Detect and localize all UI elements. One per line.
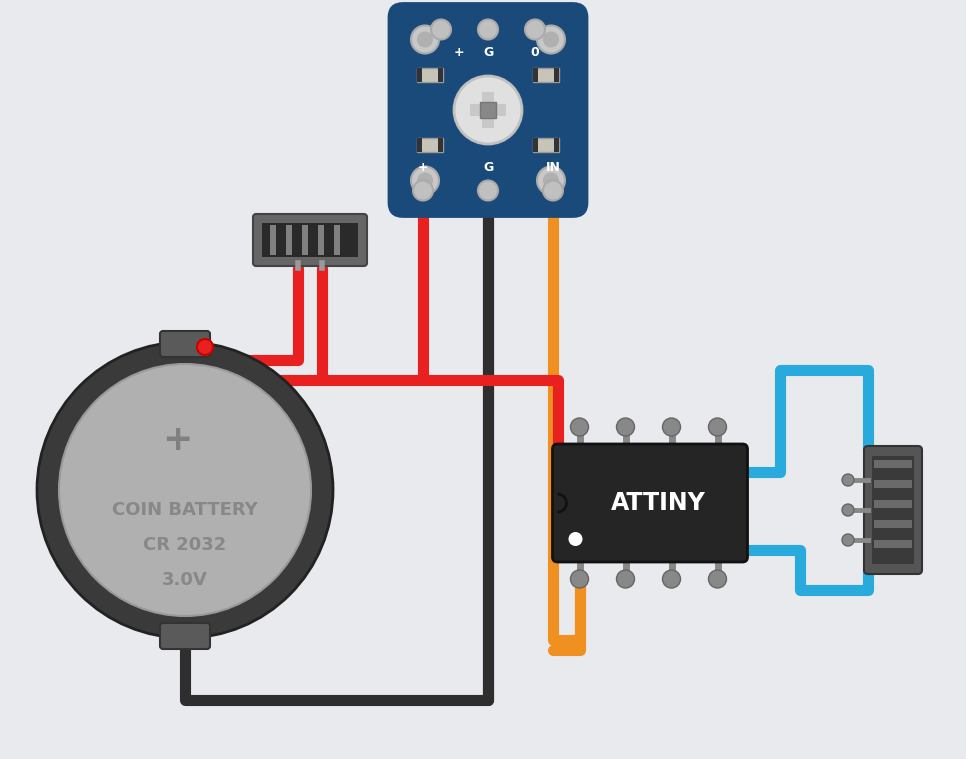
Bar [874,480,912,488]
Circle shape [842,504,854,516]
Bar [417,68,443,81]
Text: 3.0V: 3.0V [162,571,208,589]
Bar [417,137,422,152]
Circle shape [59,364,311,616]
Bar [874,540,912,548]
Circle shape [663,570,680,588]
Text: IN: IN [546,161,560,174]
FancyBboxPatch shape [553,444,748,562]
Circle shape [543,172,559,188]
FancyBboxPatch shape [160,331,210,357]
Bar [262,223,358,257]
Bar [874,500,912,508]
Bar [874,520,912,528]
Circle shape [413,181,433,200]
Circle shape [543,181,563,200]
Circle shape [537,166,565,194]
Circle shape [842,534,854,546]
Bar [872,456,914,564]
Circle shape [708,418,726,436]
Bar [554,68,559,81]
Circle shape [411,26,439,53]
Bar [480,102,496,118]
Text: +: + [162,423,192,457]
Bar [318,225,324,255]
Bar [533,137,538,152]
Text: COIN BATTERY: COIN BATTERY [112,501,258,519]
Bar [438,68,443,81]
Circle shape [708,570,726,588]
FancyBboxPatch shape [389,4,587,216]
Bar [533,68,538,81]
Bar [470,104,506,116]
Circle shape [431,20,451,39]
FancyBboxPatch shape [160,623,210,649]
Bar [482,92,494,128]
Bar [270,225,276,255]
Circle shape [411,166,439,194]
Bar [438,137,443,152]
Circle shape [537,26,565,53]
Bar [554,137,559,152]
Circle shape [571,418,588,436]
Bar [417,137,443,152]
Text: G: G [483,46,493,59]
Bar [874,460,912,468]
Circle shape [478,20,498,39]
Circle shape [417,32,433,48]
Text: +: + [454,46,465,59]
Bar [417,68,422,81]
Circle shape [569,532,582,546]
Circle shape [616,570,635,588]
Text: +: + [417,161,428,174]
Circle shape [37,342,333,638]
Bar [286,225,292,255]
FancyBboxPatch shape [253,214,367,266]
FancyBboxPatch shape [864,446,922,574]
Bar [533,137,559,152]
Text: 0: 0 [530,46,539,59]
Bar [334,225,340,255]
Circle shape [663,418,680,436]
Circle shape [454,76,522,144]
Circle shape [616,418,635,436]
Circle shape [197,339,213,355]
Circle shape [525,20,545,39]
Circle shape [842,474,854,486]
Circle shape [417,172,433,188]
Bar [302,225,308,255]
Circle shape [571,570,588,588]
Circle shape [543,32,559,48]
Text: G: G [483,161,493,174]
Circle shape [478,181,498,200]
Text: ATTINY: ATTINY [611,491,705,515]
Bar [533,68,559,81]
Text: CR 2032: CR 2032 [143,536,227,554]
